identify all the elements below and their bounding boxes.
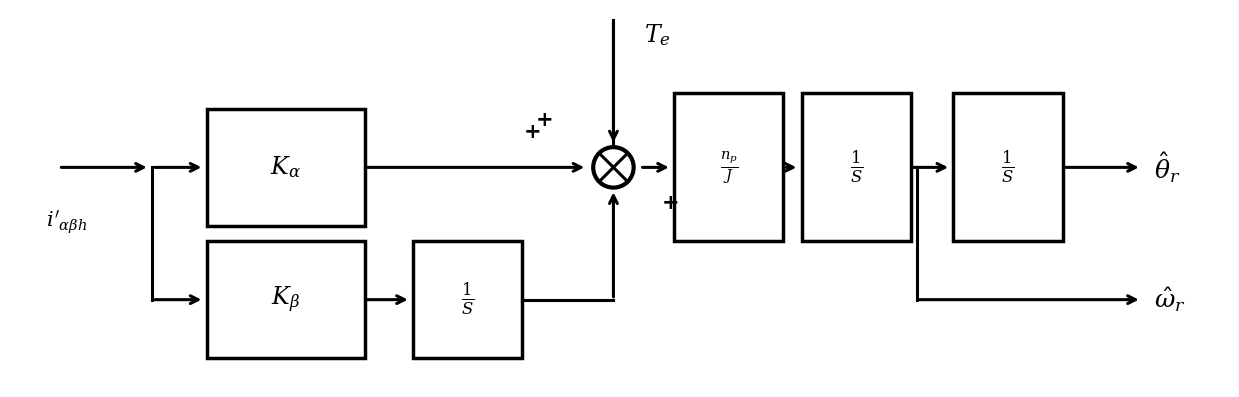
Text: $\frac{1}{S}$: $\frac{1}{S}$ xyxy=(850,149,862,186)
Bar xyxy=(802,93,911,241)
Bar xyxy=(207,109,364,226)
Text: $K_{\alpha}$: $K_{\alpha}$ xyxy=(270,154,301,180)
Bar xyxy=(674,93,783,241)
Text: +: + xyxy=(535,110,554,130)
Text: $T_e$: $T_e$ xyxy=(644,22,670,48)
Text: $K_{\beta}$: $K_{\beta}$ xyxy=(271,285,300,315)
Text: $\frac{1}{S}$: $\frac{1}{S}$ xyxy=(461,281,475,318)
Text: +: + xyxy=(662,193,679,213)
Bar xyxy=(953,93,1063,241)
Bar xyxy=(413,241,523,358)
Text: $\frac{n_p}{J}$: $\frac{n_p}{J}$ xyxy=(720,149,738,186)
Text: $i'_{\alpha\beta h}$: $i'_{\alpha\beta h}$ xyxy=(46,208,88,236)
Text: $\hat{\omega}_{r}$: $\hat{\omega}_{r}$ xyxy=(1154,285,1186,314)
Text: $\frac{1}{S}$: $\frac{1}{S}$ xyxy=(1001,149,1015,186)
Bar xyxy=(207,241,364,358)
Text: $\hat{\theta}_{r}$: $\hat{\theta}_{r}$ xyxy=(1154,150,1181,185)
Text: +: + xyxy=(524,121,541,142)
